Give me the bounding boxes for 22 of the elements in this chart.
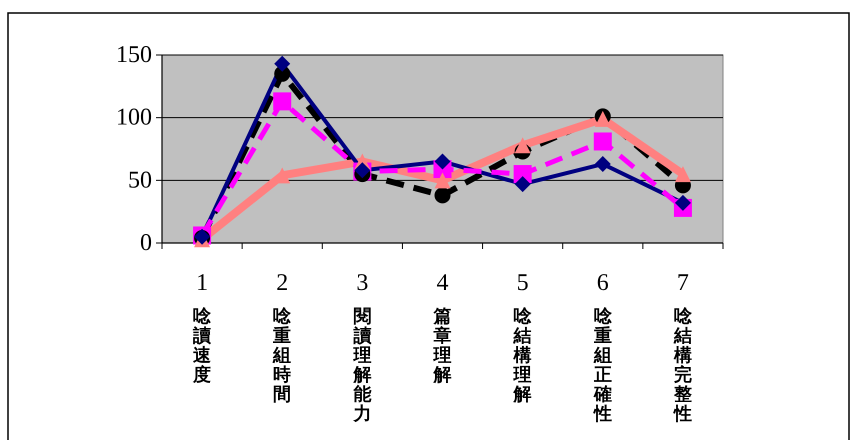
point [273, 92, 292, 110]
x-tick-label: 2 唸重組時間 [272, 270, 292, 405]
y-tick-label: 150 [116, 42, 152, 68]
x-tick-label: 6 唸重組正確性 [592, 270, 613, 424]
point [594, 156, 611, 172]
point [434, 172, 450, 188]
y-tick-label: 50 [128, 167, 152, 194]
point [594, 132, 612, 150]
point [674, 166, 691, 182]
x-tick-label: 1 唸讀速度 [192, 270, 212, 386]
point [434, 187, 450, 204]
y-tick-label: 0 [140, 230, 152, 256]
x-tick-label: 3 閱讀理解能力 [352, 270, 372, 424]
x-tick-label: 7 唸結構完整性 [672, 270, 693, 424]
x-tick-label: 5 唸結構理解 [512, 270, 533, 405]
point [514, 137, 531, 154]
point [434, 154, 450, 170]
point [514, 176, 531, 192]
point [674, 194, 691, 211]
y-tick-label: 100 [116, 104, 152, 131]
point [274, 56, 290, 72]
x-tick-label: 4 篇章理解 [432, 270, 452, 386]
